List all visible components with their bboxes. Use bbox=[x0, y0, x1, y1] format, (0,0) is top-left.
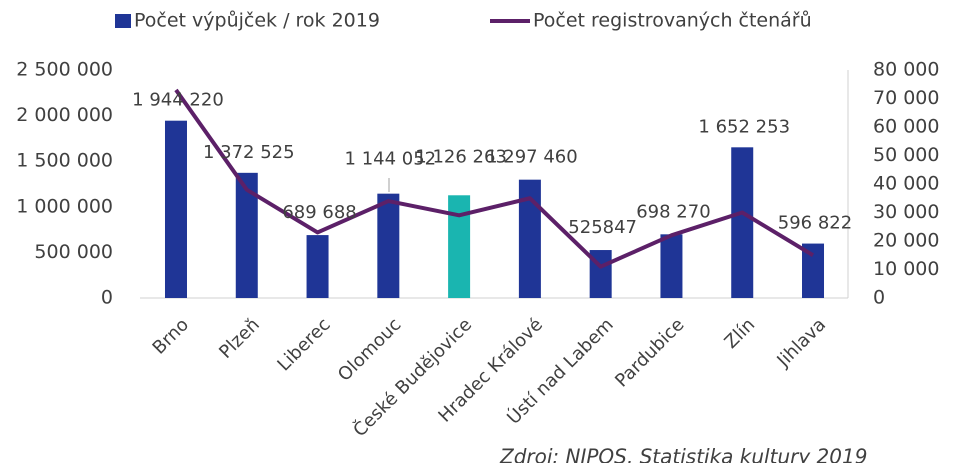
value-label: 698 270 bbox=[636, 201, 710, 222]
bar bbox=[164, 120, 187, 298]
x-tick-label: Liberec bbox=[273, 314, 334, 375]
y2-tick-label: 20 000 bbox=[873, 230, 939, 252]
bar bbox=[235, 172, 258, 298]
bar bbox=[306, 235, 329, 298]
source-note: Zdroj: NIPOS, Statistika kultury 2019 bbox=[499, 445, 867, 463]
x-tick-label: Plzeň bbox=[215, 314, 264, 363]
y2-tick-label: 70 000 bbox=[873, 87, 939, 109]
y-tick-label: 0 bbox=[101, 287, 113, 309]
y2-tick-label: 10 000 bbox=[873, 258, 939, 280]
x-tick-label: Zlín bbox=[721, 314, 760, 353]
legend-label: Počet registrovaných čtenářů bbox=[533, 10, 812, 32]
legend-swatch bbox=[115, 14, 131, 28]
value-label: 1 297 460 bbox=[486, 147, 578, 168]
bar bbox=[731, 147, 754, 298]
value-label: 1 652 253 bbox=[698, 116, 790, 137]
bar bbox=[518, 179, 541, 298]
bar bbox=[660, 234, 683, 298]
x-tick-label: Jihlava bbox=[772, 314, 830, 372]
y2-tick-label: 80 000 bbox=[873, 59, 939, 81]
y2-tick-label: 40 000 bbox=[873, 173, 939, 195]
x-tick-label: Pardubice bbox=[611, 314, 688, 391]
value-label: 1 144 052 bbox=[345, 149, 437, 170]
y-tick-label: 2 000 000 bbox=[16, 104, 113, 126]
y-tick-label: 1 500 000 bbox=[16, 150, 113, 172]
x-tick-label: Olomouc bbox=[334, 314, 405, 385]
y-tick-label: 1 000 000 bbox=[16, 195, 113, 217]
value-label: 525847 bbox=[568, 217, 637, 238]
bar bbox=[448, 195, 471, 298]
bar bbox=[802, 243, 825, 298]
line-series bbox=[174, 88, 815, 269]
y-tick-label: 500 000 bbox=[34, 241, 113, 263]
x-tick-label: České Budějovice bbox=[349, 314, 477, 442]
value-label: 1 126 263 bbox=[415, 146, 507, 167]
y-tick-label: 2 500 000 bbox=[16, 59, 113, 81]
x-tick-label: Brno bbox=[149, 314, 193, 358]
value-label: 1 944 220 bbox=[132, 90, 224, 111]
y2-tick-label: 30 000 bbox=[873, 201, 939, 223]
legend-label: Počet výpůjček / rok 2019 bbox=[134, 10, 380, 32]
value-label: 596 822 bbox=[778, 213, 852, 234]
bar bbox=[377, 193, 400, 298]
y2-tick-label: 0 bbox=[873, 287, 885, 309]
y2-tick-label: 60 000 bbox=[873, 116, 939, 138]
value-label: 1 372 525 bbox=[203, 142, 295, 163]
y2-tick-label: 50 000 bbox=[873, 144, 939, 166]
value-label: 689 688 bbox=[282, 202, 356, 223]
